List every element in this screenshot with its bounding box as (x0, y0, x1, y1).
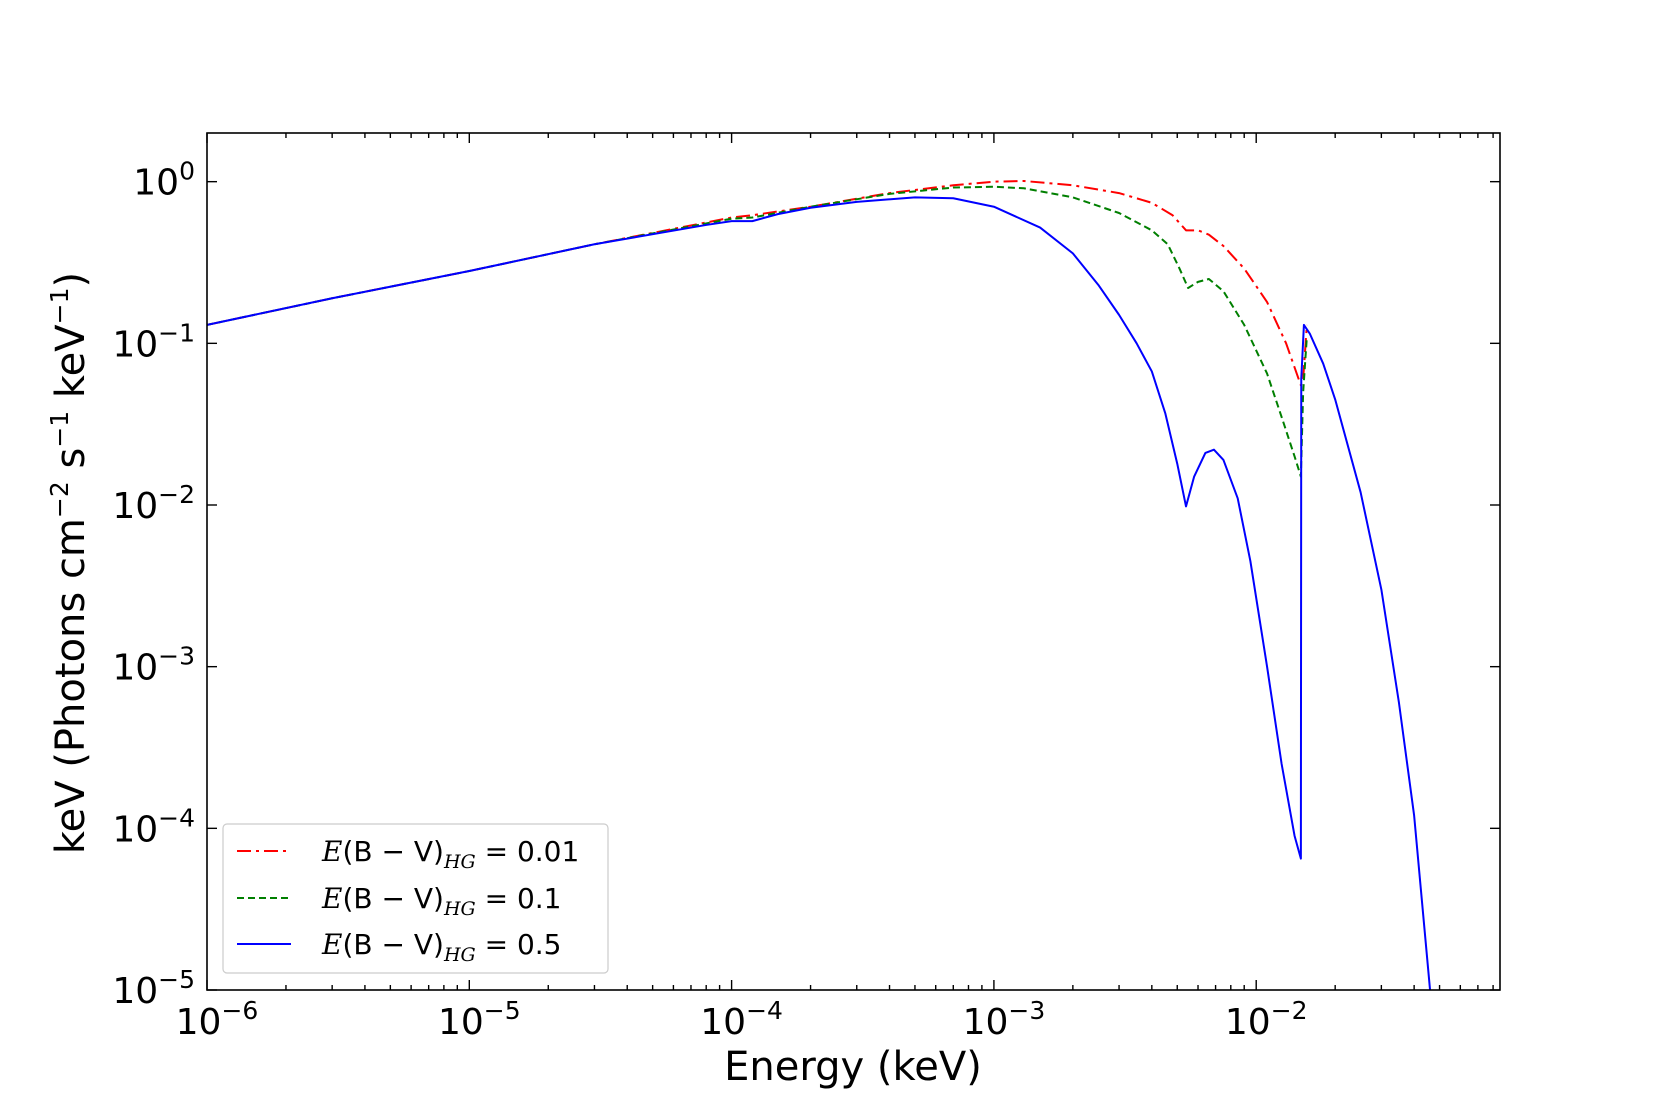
y-tick-label: 100 (133, 157, 195, 204)
series-line-2 (207, 196, 1432, 990)
series-layer (207, 179, 1432, 990)
legend-label-0: E(B − V)HG = 0.01 (321, 835, 579, 873)
x-tick-label: 10−4 (700, 996, 783, 1043)
tick-layer: 10−6 10−5 10−4 10−3 10−210−510−410−310−210−1… (112, 133, 1500, 1043)
y-tick-label: 10−5 (112, 965, 195, 1012)
legend-label-2: E(B − V)HG = 0.5 (321, 928, 561, 966)
y-axis-label: keV (Photons cm−2 s−1 keV−1) (45, 272, 94, 854)
y-tick-label: 10−2 (112, 480, 195, 527)
legend: E(B − V)HG = 0.01 E(B − V)HG = 0.1 E(B −… (222, 823, 609, 974)
y-tick-label: 10−1 (112, 318, 195, 365)
x-axis-label: Energy (keV) (724, 1044, 982, 1090)
legend-box (222, 823, 609, 974)
x-tick-label: 10−6 (176, 996, 259, 1043)
legend-label-1: E(B − V)HG = 0.1 (321, 882, 561, 920)
series-line-1 (207, 185, 1308, 478)
x-tick-label: 10−3 (963, 996, 1046, 1043)
x-tick-label: 10−5 (438, 996, 521, 1043)
x-tick-label: 10−2 (1225, 996, 1308, 1043)
series-line-0 (207, 179, 1308, 387)
y-tick-label: 10−4 (112, 803, 195, 850)
plot-frame (206, 132, 1501, 991)
y-tick-label: 10−3 (112, 642, 195, 689)
